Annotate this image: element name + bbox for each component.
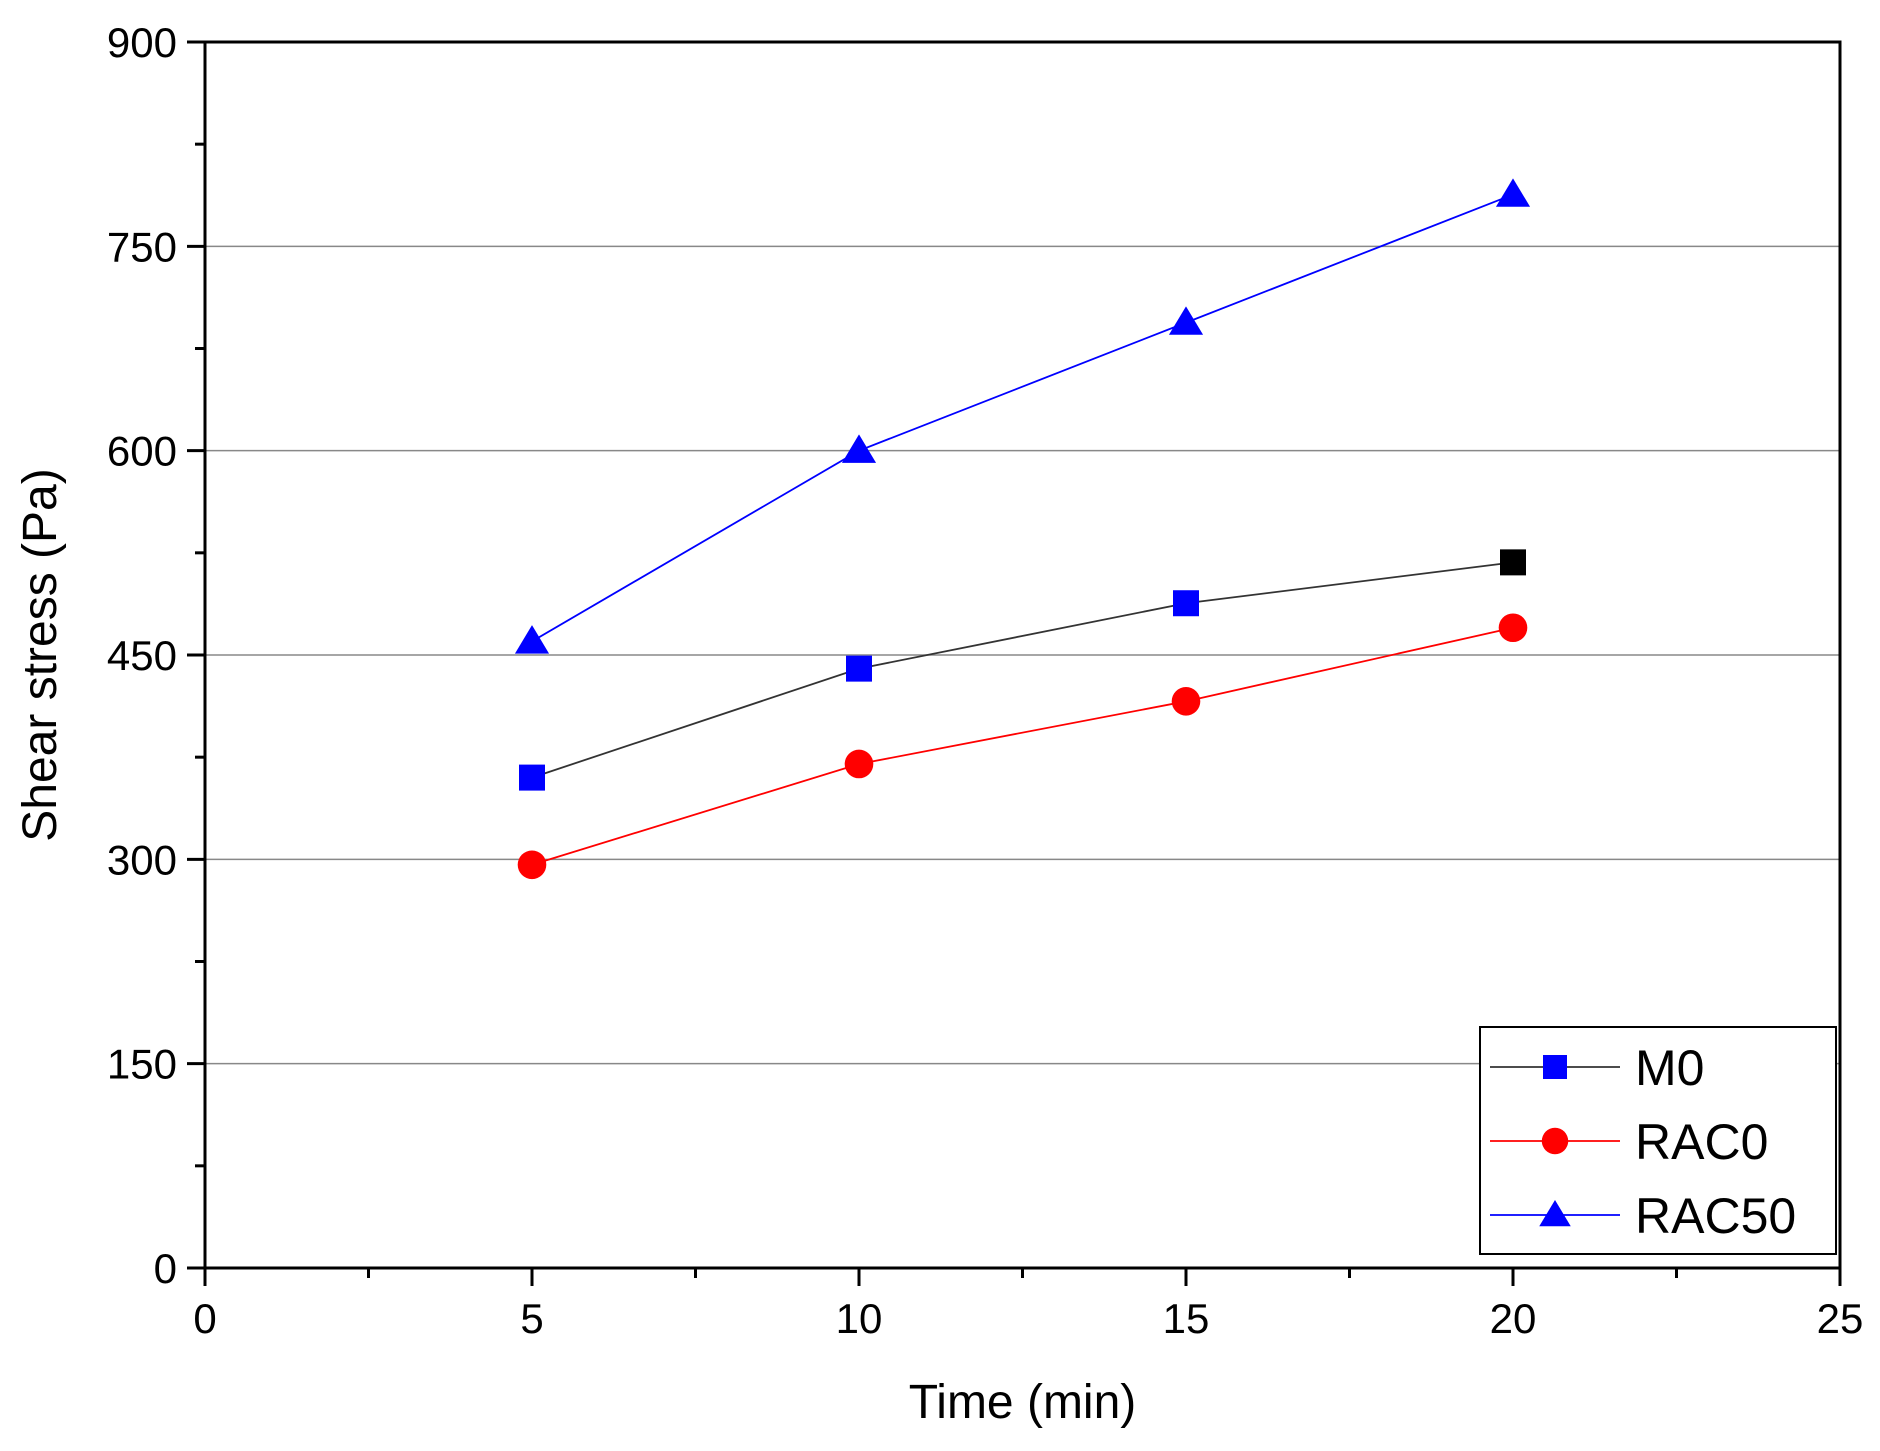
legend-entry-rac0: RAC0 [1490,1114,1768,1170]
legend-marker-m0 [1543,1055,1567,1079]
point-m0-10 [846,655,872,682]
point-rac50-20 [1495,178,1531,207]
x-tick-label-25: 25 [1817,1295,1864,1342]
y-tick-label-300: 300 [107,836,177,883]
series-m0 [519,549,1526,791]
point-rac0-20 [1498,613,1528,643]
point-rac0-15 [1171,687,1201,716]
point-m0-20 [1500,549,1526,576]
legend-entries: M0 RAC0 RAC50 [1490,1040,1796,1244]
series-layer [514,178,1531,880]
series-rac50 [514,178,1531,654]
x-tick-label-0: 0 [193,1295,216,1342]
legend: M0 RAC0 RAC50 [1479,1026,1837,1255]
point-rac0-5 [517,850,547,880]
point-rac0-10 [844,749,874,779]
series-line-rac50 [531,193,1514,643]
legend-label-rac50: RAC50 [1635,1188,1796,1244]
series-line-m0 [531,561,1514,779]
series-line-rac0 [531,626,1514,866]
y-tick-label-600: 600 [107,428,177,475]
x-tick-label-15: 15 [1163,1295,1210,1342]
x-tick-label-5: 5 [520,1295,543,1342]
legend-label-m0: M0 [1635,1040,1704,1096]
ticks-layer: 0 150 300 450 600 750 900 0 5 10 15 20 25 [107,19,1863,1342]
series-rac0 [517,613,1528,880]
legend-marker-rac50 [1539,1200,1571,1227]
y-tick-label-900: 900 [107,19,177,66]
legend-label-rac0: RAC0 [1635,1114,1768,1170]
y-tick-label-750: 750 [107,223,177,270]
y-axis-title: Shear stress (Pa) [14,468,67,841]
x-axis-title: Time (min) [909,1376,1137,1429]
legend-marker-rac0 [1541,1127,1569,1155]
x-tick-label-10: 10 [836,1295,883,1342]
legend-entry-m0: M0 [1490,1040,1704,1096]
point-rac50-10 [841,434,877,463]
y-tick-label-450: 450 [107,632,177,679]
legend-entry-rac50: RAC50 [1490,1188,1796,1244]
point-m0-15 [1173,590,1199,617]
point-m0-5 [519,764,545,791]
y-tick-label-150: 150 [107,1041,177,1088]
point-rac50-15 [1168,306,1204,335]
grid-layer [205,245,1840,1065]
y-tick-label-0: 0 [154,1245,177,1292]
point-rac50-5 [514,625,550,654]
x-tick-label-20: 20 [1490,1295,1537,1342]
